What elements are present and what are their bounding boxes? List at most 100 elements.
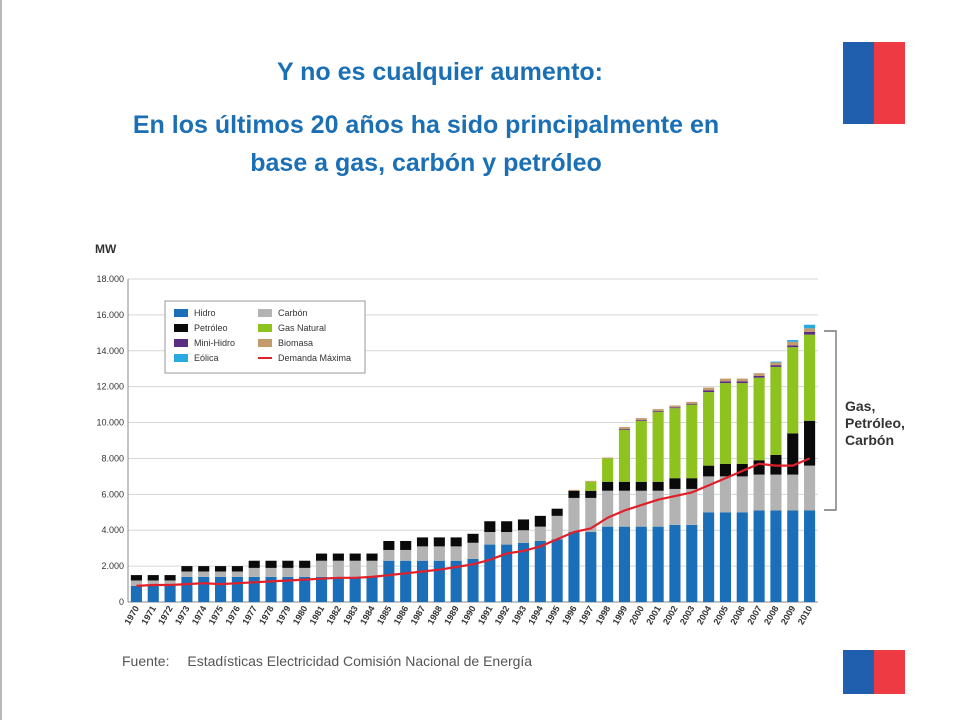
x-tick-label: 1983 — [341, 604, 360, 626]
bar-minihidro-2004 — [703, 390, 715, 393]
bar-petroleo-2001 — [652, 481, 664, 491]
legend-label-biomasa: Biomasa — [278, 338, 313, 348]
x-tick-label: 1987 — [409, 604, 428, 626]
x-tick-label: 2004 — [695, 604, 714, 626]
bar-carbon-1975 — [215, 571, 227, 577]
x-tick-label: 1991 — [476, 604, 495, 626]
bar-carbon-1998 — [602, 490, 614, 527]
bar-minihidro-2000 — [635, 419, 647, 421]
bar-hidro-1976 — [231, 576, 243, 602]
legend-label-eolica: Eólica — [194, 353, 219, 363]
bar-hidro-1972 — [164, 585, 176, 602]
bar-gas-2004 — [703, 392, 715, 466]
bar-hidro-2002 — [669, 524, 681, 602]
bar-carbon-1982 — [332, 560, 344, 577]
bar-eolica-2010 — [804, 324, 816, 329]
legend-swatch-eolica — [174, 354, 188, 362]
bar-carbon-1985 — [383, 549, 395, 561]
bar-carbon-1983 — [349, 560, 361, 577]
x-tick-label: 1979 — [274, 604, 293, 626]
bar-petroleo-1972 — [164, 575, 176, 581]
bar-carbon-1996 — [568, 497, 580, 533]
bar-biomasa-1999 — [618, 427, 631, 429]
bar-gas-2002 — [669, 408, 681, 479]
bar-carbon-1970 — [130, 580, 142, 586]
bar-hidro-1985 — [383, 560, 395, 602]
bar-carbon-2008 — [770, 474, 782, 511]
y-tick-label: 14.000 — [96, 346, 124, 356]
bar-carbon-2009 — [787, 474, 799, 511]
legend-swatch-hidro — [174, 309, 188, 317]
bar-carbon-1972 — [164, 580, 176, 586]
bar-gas-2001 — [652, 411, 664, 482]
bar-gas-2003 — [686, 404, 698, 479]
bar-hidro-1987 — [416, 560, 429, 602]
bar-hidro-1995 — [551, 539, 563, 602]
bar-carbon-1988 — [433, 546, 445, 561]
bar-petroleo-2010 — [804, 420, 816, 466]
x-tick-label: 2006 — [728, 604, 747, 626]
bar-carbon-2007 — [753, 474, 765, 511]
bar-biomasa-2004 — [703, 387, 715, 391]
bar-carbon-1997 — [585, 497, 597, 533]
legend-swatch-carbon — [258, 309, 272, 317]
chile-flag-logo-top — [843, 42, 905, 124]
bar-petroleo-1992 — [501, 521, 513, 533]
x-tick-label: 1985 — [375, 604, 394, 626]
bar-petroleo-1994 — [534, 515, 546, 527]
bar-carbon-2004 — [703, 476, 715, 513]
bar-hidro-1980 — [299, 576, 311, 602]
bracket-indicator — [824, 330, 837, 511]
bar-petroleo-1983 — [349, 553, 361, 561]
bar-gas-1997 — [585, 481, 597, 491]
bar-hidro-1970 — [130, 585, 142, 602]
bar-petroleo-1980 — [299, 560, 311, 568]
bar-hidro-2004 — [703, 512, 715, 602]
x-tick-label: 1990 — [459, 604, 478, 626]
bar-biomasa-2006 — [736, 378, 748, 382]
bar-eolica-2009 — [787, 340, 799, 342]
bar-petroleo-1984 — [366, 553, 378, 561]
bar-gas-1998 — [602, 458, 614, 482]
bracket-label-line: Petróleo, — [845, 415, 905, 431]
bar-carbon-1999 — [618, 490, 631, 527]
bar-petroleo-1999 — [618, 481, 631, 491]
x-axis: 1970197119721973197419751976197719781979… — [122, 604, 814, 626]
y-axis-unit-label: MW — [95, 242, 117, 256]
bar-petroleo-1970 — [130, 575, 142, 581]
bar-hidro-1975 — [215, 576, 227, 602]
bar-hidro-1983 — [349, 576, 361, 602]
bar-biomasa-2001 — [652, 409, 664, 411]
bar-carbon-2003 — [686, 488, 698, 525]
x-tick-label: 2010 — [796, 604, 815, 626]
legend-swatch-biomasa — [258, 339, 272, 347]
bar-hidro-1992 — [501, 544, 513, 602]
bar-gas-2000 — [635, 420, 647, 482]
x-tick-label: 1976 — [223, 604, 242, 626]
bar-hidro-1989 — [450, 560, 462, 602]
flag-blue-band — [843, 42, 874, 124]
bar-carbon-1987 — [416, 546, 429, 561]
x-tick-label: 2003 — [678, 604, 697, 626]
x-tick-label: 1972 — [156, 604, 175, 626]
bar-carbon-2000 — [635, 490, 647, 527]
x-tick-label: 1978 — [257, 604, 276, 626]
bar-minihidro-1999 — [618, 428, 631, 430]
y-tick-label: 16.000 — [96, 310, 124, 320]
bar-hidro-1981 — [315, 576, 328, 602]
chart-bars — [130, 324, 816, 602]
bar-hidro-1994 — [534, 540, 546, 602]
bar-petroleo-1988 — [433, 537, 445, 547]
bar-petroleo-2002 — [669, 478, 681, 489]
bar-hidro-1982 — [332, 576, 344, 602]
bar-minihidro-2008 — [770, 365, 782, 367]
bar-petroleo-1971 — [147, 575, 159, 581]
x-tick-label: 1973 — [173, 604, 192, 626]
x-tick-label: 1993 — [510, 604, 529, 626]
x-tick-label: 2008 — [762, 604, 781, 626]
bar-biomasa-2005 — [719, 378, 731, 382]
x-tick-label: 1980 — [291, 604, 310, 626]
bar-biomasa-2007 — [753, 373, 765, 376]
bar-gas-2009 — [787, 347, 799, 434]
